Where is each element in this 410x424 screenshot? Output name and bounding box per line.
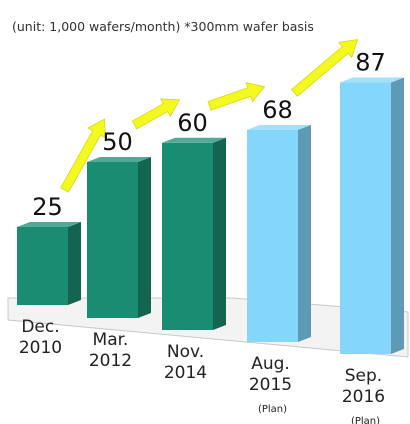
bar (340, 77, 404, 354)
growth-arrows (60, 39, 359, 193)
category-label: Sep. (345, 366, 382, 386)
unit-note: (unit: 1,000 wafers/month) *300mm wafer … (12, 19, 314, 34)
bar-front (247, 129, 298, 342)
bar (87, 157, 151, 318)
growth-arrow (131, 98, 181, 130)
growth-arrow (60, 118, 106, 193)
bar-front (17, 227, 68, 305)
category-label: 2016 (342, 387, 385, 407)
bar-side (68, 222, 81, 305)
category-label: Mar. (93, 330, 129, 350)
bar-top (162, 137, 226, 143)
bars (17, 77, 404, 354)
growth-arrow (291, 39, 359, 97)
value-label: 25 (32, 193, 63, 221)
bar (247, 124, 311, 342)
bar-top (247, 124, 311, 130)
bar (17, 222, 81, 305)
value-label: 50 (102, 128, 133, 156)
category-label: 2012 (89, 351, 132, 371)
value-label: 68 (262, 96, 293, 124)
category-label: Aug. (251, 354, 290, 374)
growth-arrow (207, 82, 266, 111)
bar (162, 137, 226, 330)
bar-front (340, 82, 391, 354)
category-label: 2015 (249, 375, 292, 395)
plan-note: (Plan) (351, 416, 380, 424)
category-label: 2014 (164, 363, 207, 383)
bar-side (298, 124, 311, 342)
bar-top (87, 157, 151, 162)
bar-side (138, 157, 151, 318)
value-label: 87 (355, 49, 386, 77)
value-label: 60 (177, 109, 208, 137)
category-label: Nov. (167, 342, 204, 362)
bar-top (340, 77, 404, 83)
category-label: 2010 (19, 338, 62, 358)
plan-note: (Plan) (258, 404, 287, 415)
bar-top (17, 222, 81, 227)
bar-side (391, 77, 404, 354)
bar-front (87, 162, 138, 318)
category-label: Dec. (21, 317, 59, 337)
labels: 25 Dec.2010 50 Mar.2012 60 Nov.2014 68 Aug.2015… (19, 49, 386, 424)
bar-side (213, 137, 226, 330)
bar-front (162, 142, 213, 330)
